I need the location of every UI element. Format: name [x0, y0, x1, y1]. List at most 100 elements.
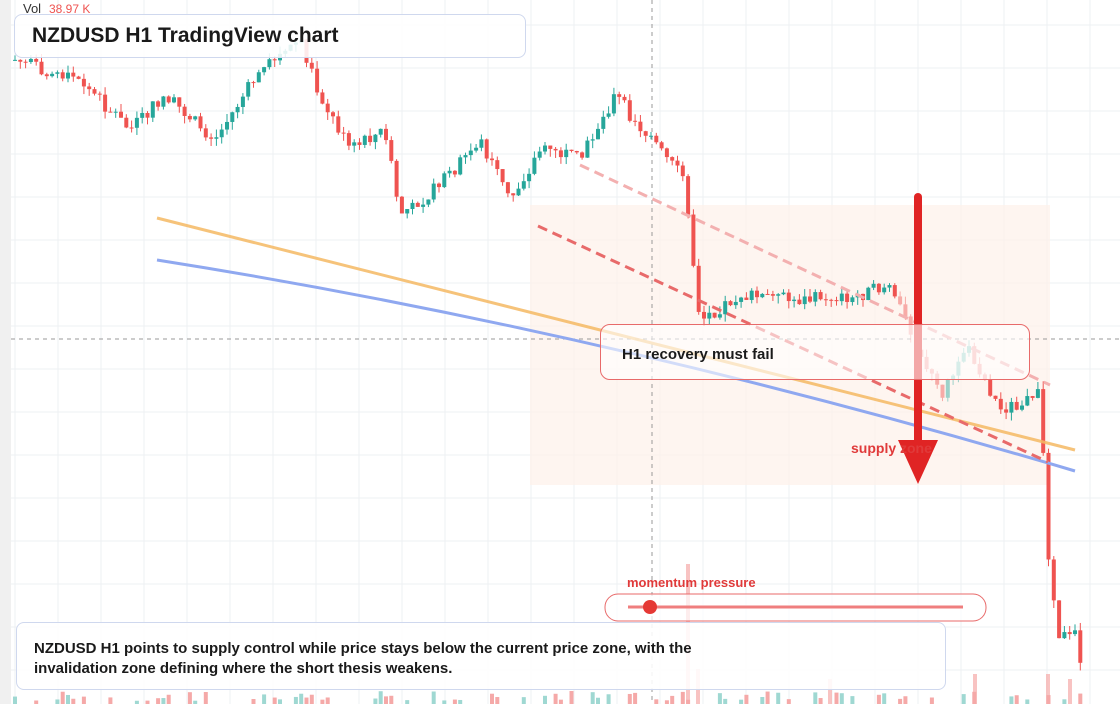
volume-bar	[442, 700, 447, 704]
candle	[596, 123, 600, 140]
candle	[415, 201, 420, 207]
candle	[702, 305, 706, 326]
volume-bar	[898, 698, 903, 704]
candle	[1067, 626, 1072, 640]
volume-bar	[543, 695, 547, 704]
body	[309, 62, 314, 69]
candle	[1014, 396, 1019, 411]
body	[516, 188, 521, 196]
candle	[421, 197, 426, 213]
volume-bar	[108, 697, 113, 704]
volume-bar	[156, 698, 161, 704]
body	[1020, 405, 1024, 410]
volume-bar	[680, 691, 685, 704]
volume-bar	[569, 691, 574, 704]
candle	[1062, 626, 1067, 639]
candle	[251, 80, 256, 88]
candle	[156, 100, 161, 111]
body	[749, 290, 754, 300]
volume-bar	[596, 697, 600, 704]
candle	[696, 258, 701, 315]
candle	[442, 171, 447, 189]
volume-bar	[633, 692, 638, 704]
candle	[543, 141, 547, 155]
candle	[500, 169, 505, 186]
candle	[495, 156, 500, 176]
candle	[474, 144, 479, 153]
body	[1067, 632, 1072, 635]
body	[1025, 396, 1030, 406]
body	[410, 202, 415, 210]
body	[638, 121, 643, 132]
candle	[203, 124, 208, 141]
body	[580, 152, 585, 158]
candle	[161, 95, 166, 110]
body	[495, 160, 500, 170]
body	[675, 160, 680, 166]
body	[670, 157, 675, 161]
body	[352, 142, 357, 146]
candle	[749, 288, 754, 304]
candle	[1004, 402, 1009, 420]
body	[346, 133, 351, 146]
candle	[998, 392, 1003, 414]
volume-bar	[13, 696, 17, 704]
recovery-text: H1 recovery must fail	[622, 346, 774, 363]
volume-bar	[627, 693, 632, 704]
body	[246, 82, 251, 97]
vol-value: 38.97 K	[49, 2, 90, 16]
candle	[802, 289, 807, 310]
volume-bar	[818, 698, 823, 704]
body	[654, 135, 659, 143]
candle	[468, 143, 473, 161]
candle	[490, 152, 494, 166]
volume-bar	[903, 696, 908, 704]
volume-bar	[1014, 695, 1019, 704]
body	[13, 59, 17, 61]
body	[649, 135, 653, 137]
volume-bar	[521, 697, 526, 704]
body	[1009, 401, 1014, 413]
candle	[564, 143, 569, 165]
volume-bar	[384, 696, 388, 704]
body	[34, 58, 39, 62]
body	[484, 139, 489, 159]
body	[776, 294, 781, 296]
body	[707, 312, 712, 319]
body	[452, 170, 457, 175]
body	[564, 149, 569, 158]
body	[87, 86, 92, 90]
candle	[357, 138, 362, 150]
body	[156, 101, 161, 107]
candle	[129, 120, 134, 133]
body	[728, 301, 733, 306]
volume-bar	[145, 700, 150, 704]
body	[44, 74, 49, 77]
candle	[336, 110, 341, 135]
body	[633, 120, 638, 122]
candle	[1057, 600, 1062, 639]
candle	[659, 140, 664, 151]
body	[431, 183, 436, 200]
body	[60, 72, 65, 79]
candle	[325, 98, 330, 120]
body	[755, 290, 759, 298]
candle	[808, 289, 812, 304]
body	[66, 72, 70, 79]
volume-bar	[251, 698, 256, 704]
candle	[776, 293, 781, 304]
body	[569, 149, 574, 151]
body	[315, 68, 320, 93]
body	[214, 137, 219, 139]
body	[871, 283, 876, 288]
body	[203, 128, 208, 138]
title-box: NZDUSD H1 TradingView chart	[14, 14, 526, 58]
candle	[66, 65, 70, 83]
body	[553, 148, 558, 151]
candle	[845, 290, 850, 309]
body	[829, 299, 834, 301]
body	[781, 292, 786, 295]
candle	[103, 87, 108, 119]
volume-bar	[739, 699, 744, 704]
candle	[898, 291, 903, 306]
